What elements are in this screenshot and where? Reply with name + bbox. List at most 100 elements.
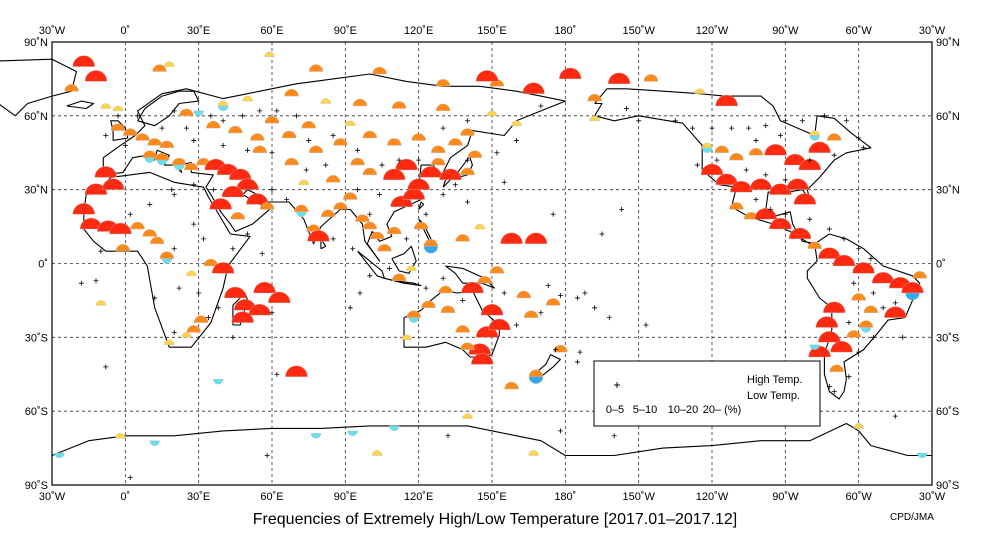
station-minor-mark <box>191 221 197 227</box>
station-high-temp-mark <box>159 251 175 259</box>
station-low-temp-mark <box>905 292 920 301</box>
station-minor-mark <box>763 123 769 129</box>
station-minor-mark <box>643 322 649 328</box>
new-guinea-outline <box>445 265 495 289</box>
station-high-temp-mark <box>110 123 126 131</box>
station-high-temp-mark <box>419 166 443 178</box>
indonesia-outline <box>357 250 422 287</box>
station-high-temp-mark <box>439 168 462 181</box>
station-minor-mark <box>729 125 735 131</box>
station-minor-mark <box>355 147 361 153</box>
station-high-temp-mark <box>643 74 659 82</box>
station-high-temp-mark <box>829 364 844 372</box>
station-high-temp-mark <box>355 214 370 222</box>
station-minor-mark <box>557 292 563 298</box>
station-minor-mark <box>93 278 99 284</box>
station-high-temp-mark <box>362 221 377 230</box>
station-minor-mark <box>245 231 251 237</box>
station-high-temp-mark <box>294 204 309 213</box>
station-high-temp-mark <box>281 130 297 139</box>
station-high-temp-mark <box>730 181 753 193</box>
station-minor-mark <box>98 248 104 254</box>
station-minor-mark <box>127 211 133 217</box>
station-minor-mark <box>367 211 373 217</box>
station-high-temp-mark <box>516 290 531 299</box>
station-minor-mark <box>538 310 544 316</box>
map-border <box>51 41 933 486</box>
station-high-temp-mark <box>448 138 463 146</box>
station-minor-mark <box>220 118 226 124</box>
x-tick-label-top: 30˚E <box>187 25 210 37</box>
x-tick-label-top: 30˚W <box>39 25 66 37</box>
station-high-temp-mark <box>793 193 817 205</box>
station-minor-mark <box>269 310 275 316</box>
station-minor-mark <box>557 428 563 434</box>
station-minor-mark <box>440 192 446 198</box>
station-minor-mark <box>191 137 197 143</box>
station-high-temp-mark <box>308 145 324 153</box>
station-minor-mark <box>501 290 507 296</box>
station-minor-mark <box>465 157 471 163</box>
station-minor-mark <box>205 315 211 321</box>
station-high-temp-mark <box>431 157 446 166</box>
station-low-temp-mark <box>149 440 160 446</box>
station-high-temp-mark <box>462 413 473 419</box>
station-high-temp-mark <box>474 223 485 230</box>
station-high-temp-mark <box>236 178 259 190</box>
y-tick-label-left: 90˚S <box>25 480 48 492</box>
station-minor-mark <box>274 108 280 114</box>
station-minor-mark <box>799 118 805 124</box>
station-low-temp-mark <box>528 376 544 384</box>
station-low-temp-mark <box>296 211 307 217</box>
station-high-temp-mark <box>471 353 494 365</box>
station-minor-mark <box>220 142 226 148</box>
station-high-temp-mark <box>362 130 377 139</box>
station-high-temp-mark <box>851 293 866 301</box>
station-high-temp-mark <box>284 88 299 97</box>
australia-outline <box>403 290 500 358</box>
station-minor-mark <box>846 374 852 380</box>
y-tick-label-right: 90˚S <box>936 480 959 492</box>
station-minor-mark <box>210 187 216 193</box>
station-high-temp-mark <box>807 241 822 249</box>
station-minor-mark <box>330 236 336 242</box>
station-minor-mark <box>575 359 581 365</box>
station-high-temp-mark <box>701 142 713 149</box>
station-high-temp-mark <box>259 202 275 210</box>
station-high-temp-mark <box>308 64 324 72</box>
station-low-temp-mark <box>860 327 872 333</box>
y-tick-label-left: 90˚N <box>24 37 48 49</box>
station-high-temp-mark <box>130 221 145 230</box>
station-high-temp-mark <box>109 222 132 235</box>
station-minor-mark <box>892 413 898 419</box>
station-high-temp-mark <box>164 61 175 67</box>
station-high-temp-mark <box>607 72 631 85</box>
station-high-temp-mark <box>154 152 170 161</box>
station-minor-mark <box>445 433 451 439</box>
station-minor-mark <box>135 113 141 119</box>
station-minor-mark <box>347 305 353 311</box>
station-minor-mark <box>861 145 867 151</box>
station-minor-mark <box>171 192 177 198</box>
station-high-temp-mark <box>852 262 875 274</box>
station-high-temp-mark <box>468 343 491 355</box>
y-tick-label-right: 60˚S <box>936 406 959 418</box>
station-high-temp-mark <box>115 243 131 252</box>
legend-symbol-0-5 <box>614 382 620 388</box>
station-minor-mark <box>259 251 265 257</box>
station-minor-mark <box>777 133 783 139</box>
station-low-temp-mark <box>423 246 439 254</box>
station-high-temp-mark <box>147 138 162 146</box>
legend-high-label: High Temp. <box>747 374 802 386</box>
x-tick-label-bottom: 90˚W <box>772 491 799 503</box>
station-minor-mark <box>323 162 329 168</box>
station-minor-mark <box>868 256 874 262</box>
x-tick-label-bottom: 150˚E <box>477 491 506 503</box>
station-minor-mark <box>176 285 182 291</box>
station-high-temp-mark <box>221 185 245 198</box>
station-high-temp-mark <box>123 128 138 136</box>
station-minor-mark <box>856 349 862 355</box>
station-minor-mark <box>245 147 251 153</box>
y-tick-label-right: 90˚N <box>936 37 960 49</box>
station-minor-mark <box>423 285 429 291</box>
